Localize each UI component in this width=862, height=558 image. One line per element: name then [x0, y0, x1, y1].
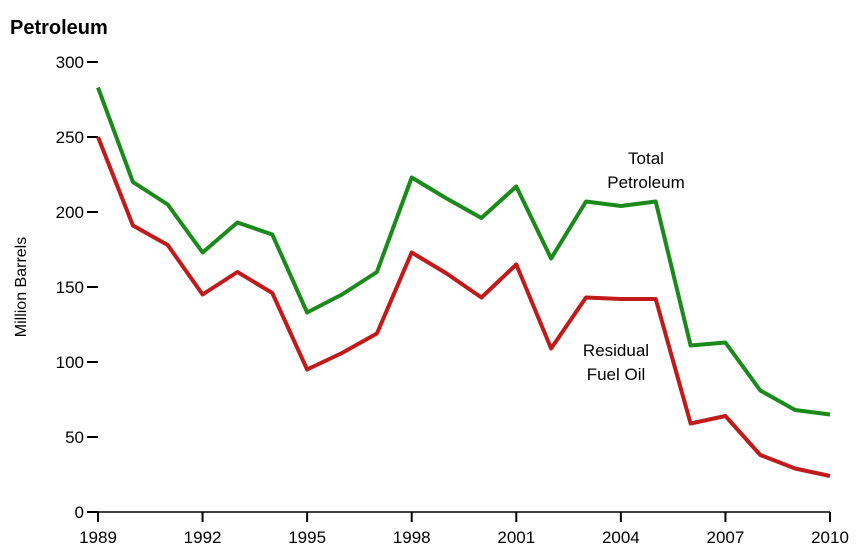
- x-tick-label: 2007: [707, 528, 745, 547]
- series-label: Petroleum: [607, 173, 684, 192]
- y-tick-label: 200: [56, 203, 84, 222]
- x-tick-label: 2004: [602, 528, 640, 547]
- y-tick-label: 150: [56, 278, 84, 297]
- series-line: [96, 136, 831, 478]
- y-axis-label: Million Barrels: [13, 237, 30, 337]
- x-tick-label: 1989: [79, 528, 117, 547]
- series-label: Fuel Oil: [587, 365, 646, 384]
- series-label: Total: [628, 149, 664, 168]
- y-tick-label: 250: [56, 128, 84, 147]
- x-tick-label: 2010: [811, 528, 849, 547]
- y-tick-label: 50: [65, 428, 84, 447]
- x-tick-label: 1995: [288, 528, 326, 547]
- x-tick-label: 1998: [393, 528, 431, 547]
- chart-title: Petroleum: [10, 17, 108, 39]
- y-tick-label: 100: [56, 353, 84, 372]
- y-tick-label: 300: [56, 53, 84, 72]
- series-line: [96, 86, 831, 417]
- series-label: Residual: [583, 341, 649, 360]
- x-tick-label: 2001: [497, 528, 535, 547]
- x-tick-label: 1992: [184, 528, 222, 547]
- y-tick-label: 0: [75, 503, 84, 522]
